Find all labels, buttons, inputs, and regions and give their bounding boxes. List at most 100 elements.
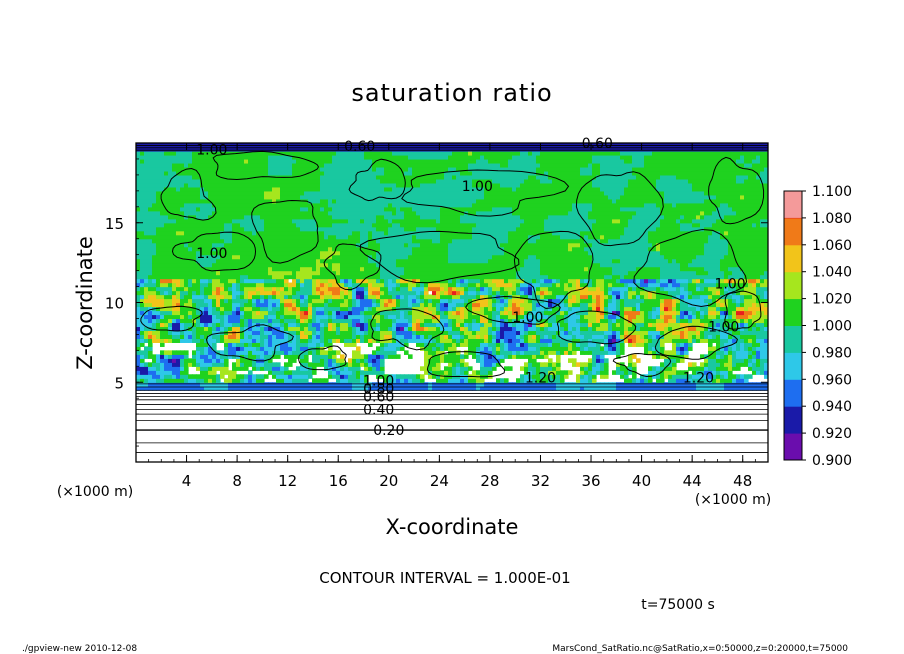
field-cell xyxy=(148,258,153,264)
field-cell xyxy=(432,242,437,248)
field-cell xyxy=(204,386,209,391)
field-cell xyxy=(364,266,369,272)
field-cell xyxy=(396,226,401,232)
field-cell xyxy=(364,322,369,328)
field-cell xyxy=(316,206,321,212)
field-cell xyxy=(372,298,377,304)
field-cell xyxy=(252,266,257,272)
field-cell xyxy=(232,254,237,260)
field-cell xyxy=(168,226,173,232)
field-cell xyxy=(416,382,421,387)
field-cell xyxy=(320,150,325,156)
field-cell xyxy=(148,338,153,343)
field-cell xyxy=(160,242,165,248)
field-cell xyxy=(456,362,461,367)
field-cell xyxy=(440,286,445,292)
field-cell xyxy=(408,178,413,184)
field-cell xyxy=(188,194,193,200)
field-cell xyxy=(244,326,249,332)
field-cell xyxy=(180,290,185,296)
field-cell xyxy=(256,154,261,160)
field-cell xyxy=(332,178,337,184)
field-cell xyxy=(268,250,273,256)
field-cell xyxy=(140,202,145,208)
field-cell xyxy=(364,162,369,168)
field-cell xyxy=(376,246,381,252)
field-cell xyxy=(376,226,381,232)
field-cell xyxy=(408,182,413,188)
field-cell xyxy=(452,358,457,363)
field-cell xyxy=(156,182,161,188)
field-cell xyxy=(240,254,245,260)
field-cell xyxy=(324,194,329,200)
field-cell xyxy=(152,218,157,224)
field-cell xyxy=(292,346,297,351)
field-cell xyxy=(140,158,145,164)
field-cell xyxy=(368,170,373,176)
field-cell xyxy=(148,190,153,196)
field-cell xyxy=(308,202,313,208)
field-cell xyxy=(436,338,441,343)
field-cell xyxy=(356,366,361,371)
field-cell xyxy=(304,338,309,343)
field-cell xyxy=(300,166,305,172)
field-cell xyxy=(172,154,177,160)
field-cell xyxy=(432,222,437,228)
field-cell xyxy=(192,214,197,220)
field-cell xyxy=(420,270,425,276)
field-cell xyxy=(252,226,257,232)
field-cell xyxy=(456,182,461,188)
field-cell xyxy=(264,318,269,324)
field-cell xyxy=(428,170,433,176)
field-cell xyxy=(184,254,189,260)
field-cell xyxy=(228,346,233,351)
field-cell xyxy=(320,154,325,160)
field-cell xyxy=(424,262,429,268)
field-cell xyxy=(240,274,245,280)
field-cell xyxy=(424,370,429,375)
field-cell xyxy=(236,162,241,168)
field-cell xyxy=(320,178,325,184)
field-cell xyxy=(260,158,265,164)
field-cell xyxy=(136,250,141,256)
field-cell xyxy=(208,286,213,292)
field-cell xyxy=(384,170,389,176)
field-cell xyxy=(200,382,205,387)
field-cell xyxy=(252,274,257,280)
field-cell xyxy=(360,262,365,268)
field-cell xyxy=(340,274,345,280)
field-cell xyxy=(364,334,369,339)
field-cell xyxy=(276,338,281,343)
field-cell xyxy=(176,366,181,371)
field-cell xyxy=(268,286,273,292)
field-cell xyxy=(268,254,273,260)
field-cell xyxy=(196,198,201,204)
field-cell xyxy=(420,250,425,256)
field-cell xyxy=(192,190,197,196)
field-cell xyxy=(408,290,413,296)
field-cell xyxy=(384,282,389,288)
field-cell xyxy=(328,262,333,268)
field-cell xyxy=(376,230,381,236)
field-cell xyxy=(260,206,265,212)
field-cell xyxy=(356,382,361,387)
field-cell xyxy=(164,146,169,152)
field-cell xyxy=(284,378,289,383)
field-cell xyxy=(216,170,221,176)
field-cell xyxy=(444,310,449,316)
field-cell xyxy=(280,166,285,172)
field-cell xyxy=(188,154,193,160)
field-cell xyxy=(240,374,245,379)
field-cell xyxy=(332,246,337,252)
field-cell xyxy=(224,270,229,276)
field-cell xyxy=(252,210,257,216)
field-cell xyxy=(376,218,381,224)
field-cell xyxy=(432,146,437,152)
field-cell xyxy=(448,178,453,184)
field-cell xyxy=(196,174,201,180)
field-cell xyxy=(320,170,325,176)
field-cell xyxy=(360,282,365,288)
field-cell xyxy=(240,278,245,284)
field-cell xyxy=(136,366,141,371)
field-cell xyxy=(368,266,373,272)
